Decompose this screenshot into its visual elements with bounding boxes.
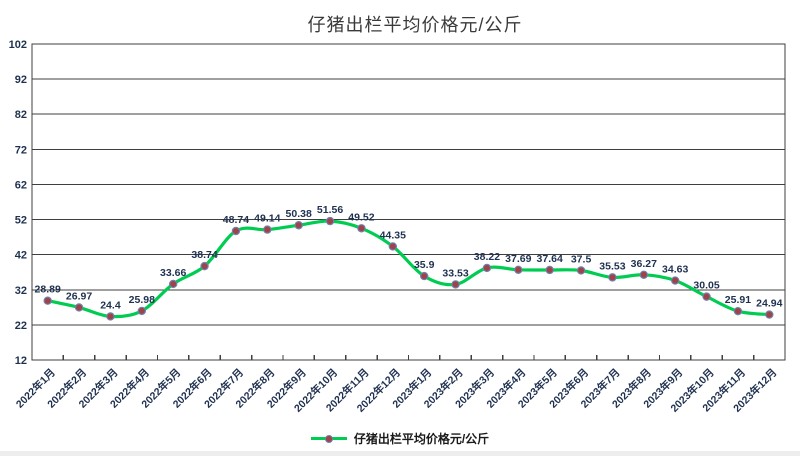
data-point-label: 38.74 (191, 249, 217, 261)
data-point-label: 25.98 (129, 294, 155, 306)
data-point-marker (576, 266, 586, 275)
data-point-label: 33.66 (160, 267, 186, 279)
y-axis-tick-label: 52 (15, 215, 27, 227)
data-point-marker (765, 310, 774, 319)
data-point-label: 26.97 (66, 290, 92, 302)
data-point-label: 35.53 (599, 260, 625, 272)
data-point-label: 50.38 (286, 208, 312, 220)
y-axis-tick-label: 42 (15, 250, 27, 262)
data-point-label: 25.91 (725, 294, 751, 306)
data-point-marker (294, 221, 303, 230)
legend-marker-icon (324, 434, 333, 443)
data-point-label: 37.69 (505, 253, 531, 265)
data-point-marker (231, 226, 241, 236)
data-point-label: 35.9 (414, 259, 435, 271)
data-point-label: 37.64 (537, 253, 563, 265)
legend: 仔猪出栏平均价格元/公斤 (0, 430, 800, 447)
data-point-label: 34.63 (662, 264, 688, 276)
data-point-marker (74, 303, 84, 312)
data-point-label: 49.52 (348, 211, 374, 223)
legend-label: 仔猪出栏平均价格元/公斤 (353, 432, 490, 446)
y-axis-tick-label: 32 (15, 285, 27, 297)
data-point-marker (639, 270, 649, 279)
series-line (46, 219, 771, 319)
data-point-marker (733, 306, 743, 316)
y-axis-tick-label: 82 (15, 109, 27, 121)
data-point-marker (43, 296, 52, 305)
data-point-marker (106, 312, 115, 321)
data-point-marker (514, 265, 523, 274)
data-point-marker (545, 265, 554, 275)
data-point-label: 30.05 (693, 280, 719, 292)
data-point-marker (670, 276, 680, 285)
data-point-marker (482, 263, 492, 273)
data-point-label: 36.27 (631, 258, 657, 270)
y-axis-tick-label: 62 (15, 179, 27, 191)
data-point-label: 28.89 (35, 284, 61, 296)
data-point-marker (263, 225, 272, 234)
data-point-marker (451, 280, 460, 289)
y-axis-tick-label: 92 (15, 74, 27, 86)
data-point-label: 37.5 (571, 253, 592, 265)
data-point-marker (357, 224, 366, 233)
data-point-label: 24.94 (756, 298, 782, 310)
data-point-label: 49.14 (254, 213, 280, 225)
data-point-label: 51.56 (317, 204, 343, 216)
data-point-marker (137, 306, 147, 316)
data-point-marker (702, 292, 711, 301)
bottom-strip (0, 451, 800, 456)
data-point-marker (419, 271, 429, 281)
data-point-marker (388, 242, 398, 251)
legend-line-swatch (310, 434, 347, 443)
y-axis-tick-label: 102 (9, 39, 27, 51)
data-point-marker (168, 279, 178, 289)
data-point-label: 44.35 (380, 229, 406, 241)
y-axis-tick-label: 72 (15, 144, 27, 156)
chart-title: 仔猪出栏平均价格元/公斤 (307, 15, 523, 35)
data-point-marker (200, 261, 209, 271)
data-point-label: 33.53 (442, 267, 468, 279)
data-point-marker (325, 216, 335, 226)
data-point-label: 48.74 (223, 214, 249, 226)
y-axis-tick-label: 22 (15, 320, 27, 332)
data-point-marker (608, 273, 617, 282)
y-axis-tick-label: 12 (15, 355, 27, 367)
data-point-label: 38.22 (474, 251, 500, 263)
data-point-label: 24.4 (100, 299, 121, 311)
